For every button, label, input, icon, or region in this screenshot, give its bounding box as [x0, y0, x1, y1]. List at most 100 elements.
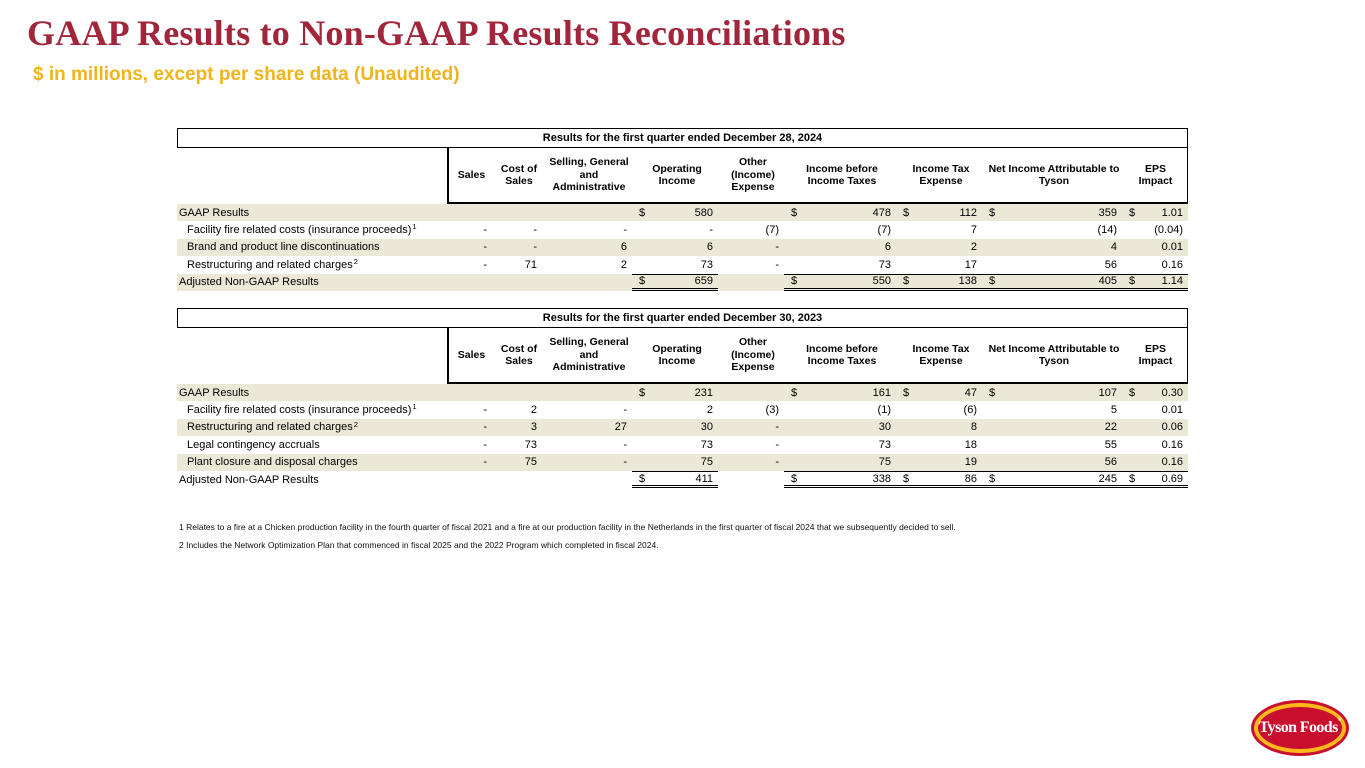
value-cell: -: [492, 239, 542, 256]
value-cell: $86: [896, 470, 982, 489]
value-cell: -: [447, 436, 492, 453]
reconciliation-table-q1-fy2025: Results for the first quarter ended Dece…: [177, 128, 1188, 291]
value-cell: [718, 471, 784, 488]
value-cell: 73: [632, 436, 718, 453]
cell-value: -: [483, 438, 487, 451]
value-cell: (7): [718, 221, 784, 238]
cell-value: 27: [614, 421, 627, 434]
column-header-net-income: Net Income Attributable to Tyson: [988, 162, 1120, 187]
cell-value: -: [775, 258, 779, 271]
cell-value: (7): [765, 224, 779, 237]
cell-value: 73: [878, 258, 891, 271]
cell-value: -: [483, 456, 487, 469]
value-cell: 2: [542, 256, 632, 273]
value-cell: 30: [632, 419, 718, 436]
row-label: Restructuring and related charges 2: [187, 257, 358, 271]
table-header: Sales Cost of Sales Selling, General and…: [177, 328, 1188, 384]
cell-value: 30: [700, 421, 713, 434]
value-cell: 75: [632, 454, 718, 471]
cell-value: -: [775, 438, 779, 451]
value-cell: 7: [896, 221, 982, 238]
value-cell: (0.04): [1122, 221, 1188, 238]
row-label: Facility fire related costs (insurance p…: [187, 402, 417, 417]
row-label: Plant closure and disposal charges: [187, 456, 358, 469]
value-cell: -: [492, 221, 542, 238]
cell-value: 73: [700, 258, 713, 271]
cell-value: 478: [872, 206, 891, 219]
value-cell: $47: [896, 384, 982, 401]
table-row: Brand and product line discontinuations -…: [177, 238, 1188, 257]
table-row: Plant closure and disposal charges - 75 - 75…: [177, 453, 1188, 471]
cell-value: 6: [706, 241, 713, 254]
cell-value: 411: [695, 472, 713, 485]
cell-value: 405: [1098, 275, 1117, 288]
footnote-1: 1 Relates to a fire at a Chicken product…: [179, 522, 956, 532]
cell-value: 550: [872, 275, 891, 288]
value-cell: $245: [982, 470, 1122, 489]
logo-wordmark: Tyson Foods ®: [1258, 717, 1342, 736]
value-cell: 0.16: [1122, 256, 1188, 273]
table-row: Legal contingency accruals - 73 - 73 - 73 18 55 0…: [177, 436, 1188, 453]
value-cell: -: [447, 401, 492, 418]
cell-value: 17: [964, 258, 977, 271]
table-header: Sales Cost of Sales Selling, General and…: [177, 148, 1188, 204]
logo-gold-ring: [1254, 703, 1346, 753]
dollar-sign: $: [903, 206, 910, 219]
value-cell: 2: [896, 239, 982, 256]
cell-value: -: [533, 241, 537, 254]
column-header-income-tax-expense: Income Tax Expense: [912, 162, 970, 187]
value-cell: 6: [784, 239, 896, 256]
value-cell: 75: [784, 454, 896, 471]
value-cell: -: [632, 221, 718, 238]
cell-value: 0.16: [1161, 438, 1183, 451]
value-cell: $338: [784, 470, 896, 489]
table-row: GAAP Results $580 $478 $112 $359 $1.01: [177, 204, 1188, 222]
cell-value: 0.01: [1161, 404, 1183, 417]
cell-value: 2: [970, 241, 977, 254]
page-title: GAAP Results to Non-GAAP Results Reconci…: [27, 13, 846, 53]
value-cell: 5: [982, 401, 1122, 418]
value-cell: 75: [492, 454, 542, 471]
value-cell: 6: [632, 239, 718, 256]
dollar-sign: $: [989, 206, 996, 219]
cell-value: 7: [970, 224, 977, 237]
column-header-income-tax-expense: Income Tax Expense: [912, 342, 970, 367]
value-cell: -: [718, 419, 784, 436]
value-cell: $231: [632, 384, 718, 401]
cell-value: 73: [878, 438, 891, 451]
cell-value: 138: [958, 275, 977, 288]
value-cell: $138: [896, 273, 982, 291]
cell-value: 71: [524, 258, 537, 271]
cell-value: -: [483, 241, 487, 254]
dollar-sign: $: [989, 386, 996, 399]
registered-mark: ®: [1337, 717, 1342, 723]
cell-value: 55: [1104, 438, 1117, 451]
cell-value: (3): [765, 404, 779, 417]
cell-value: 359: [1098, 206, 1117, 219]
cell-value: -: [483, 258, 487, 271]
cell-value: 2: [620, 258, 627, 271]
value-cell: [492, 471, 542, 488]
row-label: GAAP Results: [179, 206, 250, 219]
value-cell: [492, 274, 542, 291]
dollar-sign: $: [903, 472, 910, 485]
value-cell: -: [718, 239, 784, 256]
table-row: Facility fire related costs (insurance p…: [177, 401, 1188, 418]
table-row: Restructuring and related charges 2 - 3 27 30…: [177, 418, 1188, 437]
value-cell: 0.16: [1122, 436, 1188, 453]
tyson-foods-logo: Tyson Foods ®: [1251, 700, 1349, 756]
column-header-cost-of-sales: Cost of Sales: [500, 162, 538, 187]
value-cell: $411: [632, 470, 718, 489]
footnotes: 1 Relates to a fire at a Chicken product…: [179, 519, 956, 554]
column-header-other-income-expense: Other (Income) Expense: [731, 336, 775, 374]
cell-value: 245: [1098, 472, 1117, 485]
row-label: GAAP Results: [179, 386, 250, 399]
value-cell: [447, 384, 492, 401]
cell-value: 22: [1104, 421, 1117, 434]
cell-value: 6: [884, 241, 891, 254]
cell-value: -: [775, 456, 779, 469]
cell-value: -: [623, 404, 627, 417]
value-cell: [542, 384, 632, 401]
column-header-other-income-expense: Other (Income) Expense: [731, 156, 775, 194]
value-cell: 18: [896, 436, 982, 453]
